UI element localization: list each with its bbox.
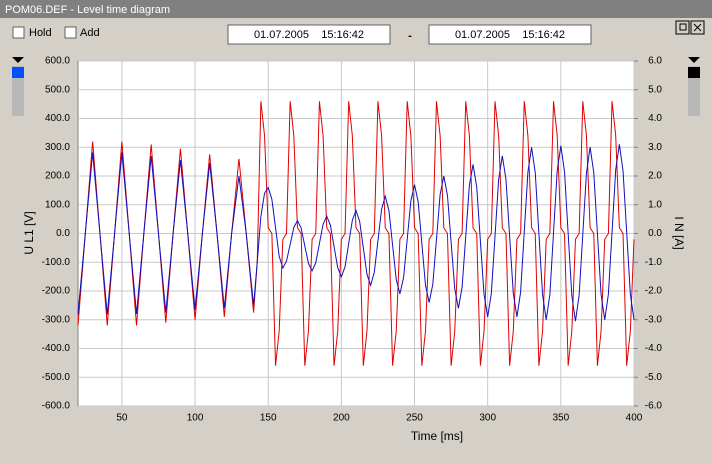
restore-button[interactable] xyxy=(675,20,690,35)
y2-tick-label: 6.0 xyxy=(648,56,662,67)
y-tick-label: -300.0 xyxy=(42,314,71,325)
hold-checkbox[interactable] xyxy=(12,26,25,39)
end-time: 01.07.2005 15:16:42 xyxy=(455,29,565,41)
y2-tick-label: 4.0 xyxy=(648,113,662,124)
restore-icon xyxy=(679,23,687,31)
x-tick-label: 350 xyxy=(552,413,569,424)
y-tick-label: 400.0 xyxy=(45,113,70,124)
hold-label: Hold xyxy=(29,27,52,39)
y-tick-label: -400.0 xyxy=(42,343,71,354)
x-tick-label: 150 xyxy=(260,413,277,424)
right-scale-arrow[interactable] xyxy=(688,57,700,63)
y2-tick-label: 0.0 xyxy=(648,228,662,239)
y2-tick-label: -3.0 xyxy=(645,314,663,325)
y-tick-label: -200.0 xyxy=(42,286,71,297)
y-tick-label: 100.0 xyxy=(45,199,70,210)
x-tick-label: 100 xyxy=(187,413,204,424)
separator: - xyxy=(408,30,412,42)
y2-tick-label: -6.0 xyxy=(645,401,663,412)
y-tick-label: 0.0 xyxy=(56,228,70,239)
y2-tick-label: -4.0 xyxy=(645,343,663,354)
title-bar xyxy=(0,0,712,18)
y-tick-label: 600.0 xyxy=(45,56,70,67)
x-tick-label: 250 xyxy=(406,413,423,424)
y2-axis-title: I N [A] xyxy=(672,216,686,249)
window-title: POM06.DEF - Level time diagram xyxy=(5,4,170,16)
y2-tick-label: 5.0 xyxy=(648,84,662,95)
right-scale-bar[interactable] xyxy=(688,66,700,116)
y2-tick-label: 2.0 xyxy=(648,171,662,182)
series-line xyxy=(77,101,635,366)
left-scale-bar[interactable] xyxy=(12,66,24,116)
x-tick-label: 50 xyxy=(116,413,128,424)
y-tick-label: 500.0 xyxy=(45,84,70,95)
y-tick-label: -600.0 xyxy=(42,401,71,412)
y2-tick-label: -1.0 xyxy=(645,257,663,268)
y-tick-label: 300.0 xyxy=(45,142,70,153)
y-tick-label: 200.0 xyxy=(45,171,70,182)
y2-tick-label: 3.0 xyxy=(648,142,662,153)
right-scale-color xyxy=(688,67,700,78)
start-time: 01.07.2005 15:16:42 xyxy=(254,29,364,41)
y2-tick-label: -5.0 xyxy=(645,372,663,383)
add-label: Add xyxy=(80,27,100,39)
x-tick-label: 200 xyxy=(333,413,350,424)
x-tick-label: 300 xyxy=(479,413,496,424)
y2-tick-label: -2.0 xyxy=(645,286,663,297)
x-tick-label: 400 xyxy=(626,413,643,424)
start-field[interactable] xyxy=(227,24,391,45)
series-line xyxy=(77,144,635,322)
add-checkbox[interactable] xyxy=(64,26,77,39)
left-scale-arrow[interactable] xyxy=(12,57,24,63)
close-icon xyxy=(693,23,702,32)
left-scale-color xyxy=(12,67,24,78)
y-axis-title: U L1 [V] xyxy=(22,211,36,254)
x-axis-title: Time [ms] xyxy=(411,429,463,443)
y-tick-label: -500.0 xyxy=(42,372,71,383)
y2-tick-label: 1.0 xyxy=(648,199,662,210)
y-tick-label: -100.0 xyxy=(42,257,71,268)
end-field[interactable] xyxy=(428,24,592,45)
